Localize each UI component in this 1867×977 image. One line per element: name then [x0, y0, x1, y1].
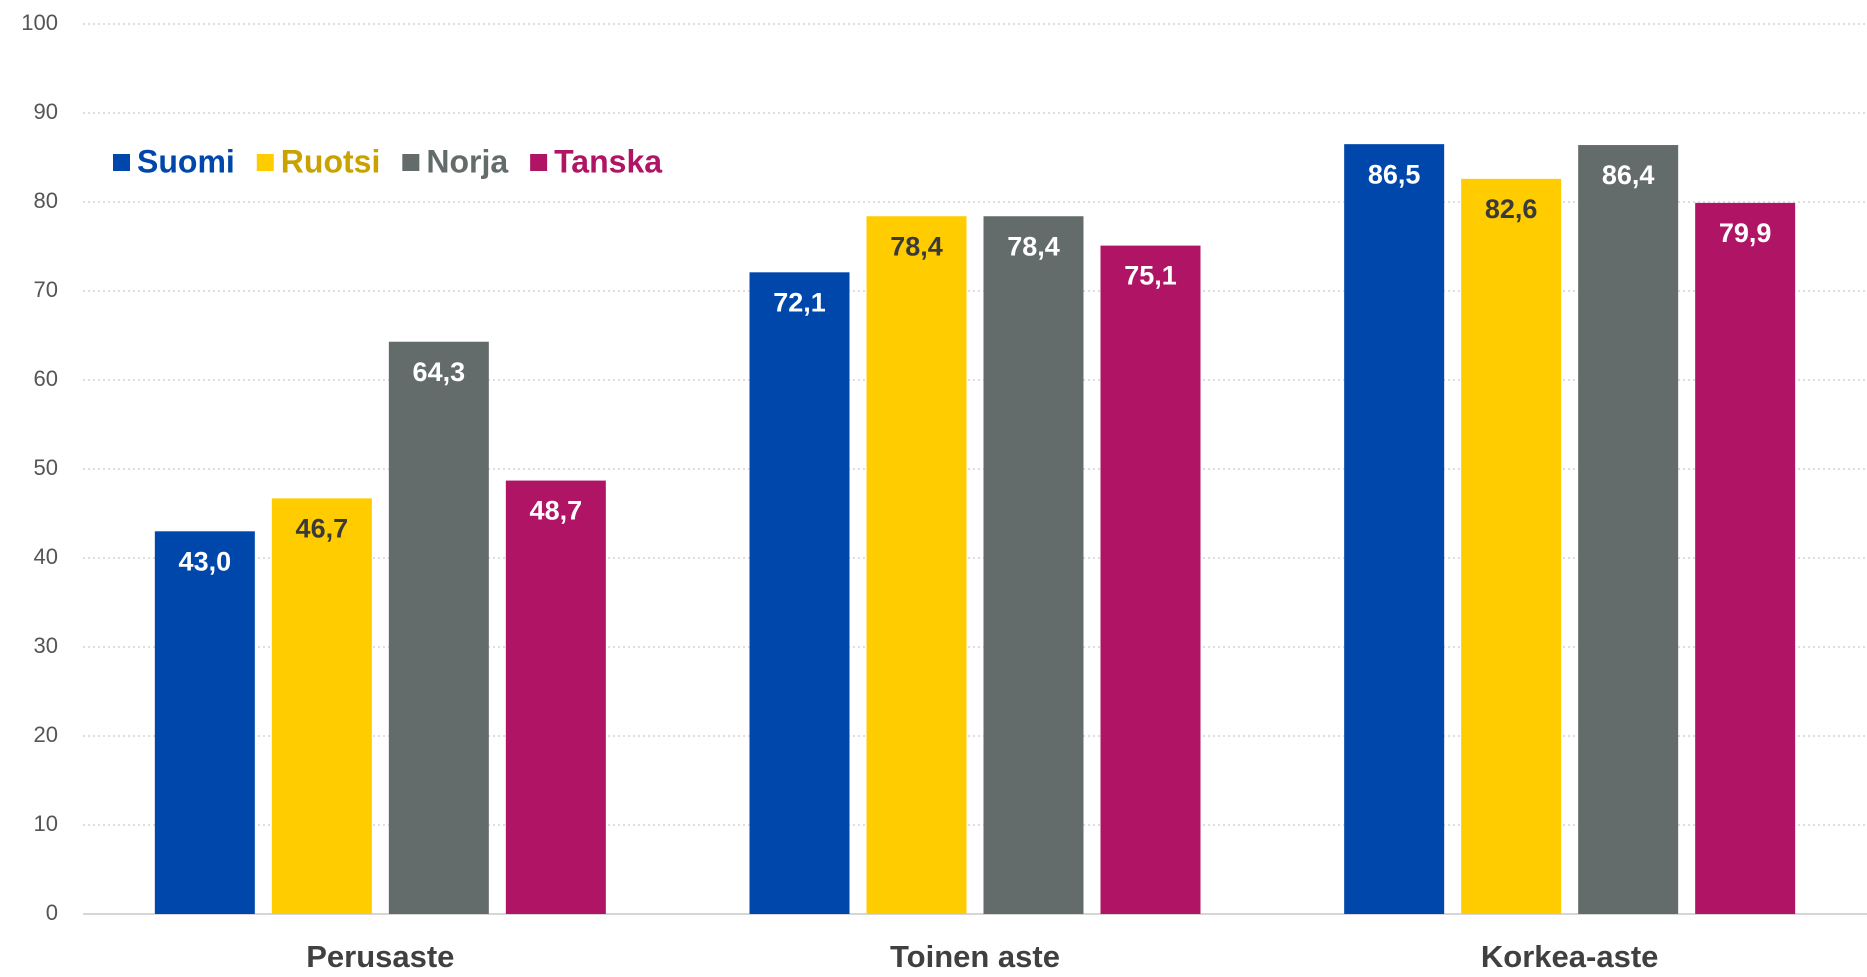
y-tick-label: 50: [34, 455, 58, 480]
value-label: 48,7: [530, 496, 583, 526]
legend-label: Suomi: [137, 143, 235, 179]
bar: [1100, 245, 1201, 915]
legend-label: Norja: [426, 143, 508, 179]
legend-swatch: [113, 154, 130, 171]
bar: [505, 480, 606, 914]
bar: [388, 341, 489, 915]
value-label: 82,6: [1485, 194, 1538, 224]
x-tick-label: Toinen aste: [890, 939, 1060, 974]
y-tick-label: 10: [34, 811, 58, 836]
value-label: 78,4: [890, 231, 943, 261]
bar: [1461, 178, 1562, 915]
bar: [866, 216, 967, 915]
legend-label: Tanska: [554, 143, 662, 179]
y-tick-label: 0: [46, 900, 58, 925]
legend-swatch: [256, 154, 274, 171]
value-label: 46,7: [296, 513, 349, 543]
legend-swatch: [402, 154, 420, 171]
y-tick-label: 80: [34, 188, 58, 213]
value-label: 79,9: [1719, 218, 1772, 248]
legend-swatch: [530, 154, 548, 171]
bar: [1695, 202, 1796, 914]
bar: [271, 498, 372, 914]
legend-label: Ruotsi: [281, 143, 381, 179]
value-label: 78,4: [1007, 231, 1060, 261]
value-label: 86,4: [1602, 160, 1655, 190]
x-tick-label: Perusaste: [306, 939, 454, 974]
value-label: 86,5: [1368, 159, 1421, 189]
y-tick-label: 60: [34, 366, 58, 391]
bar: [983, 216, 1084, 915]
x-tick-label: Korkea-aste: [1481, 939, 1658, 974]
y-tick-label: 30: [34, 633, 58, 658]
value-label: 64,3: [413, 357, 466, 387]
y-tick-label: 20: [34, 722, 58, 747]
bar: [154, 531, 255, 914]
y-tick-label: 100: [21, 10, 58, 35]
bar: [1578, 145, 1679, 915]
value-label: 75,1: [1124, 261, 1177, 291]
y-tick-label: 90: [34, 99, 58, 124]
y-tick-label: 70: [34, 277, 58, 302]
value-label: 43,0: [179, 546, 232, 576]
value-label: 72,1: [773, 287, 826, 317]
y-tick-label: 40: [34, 544, 58, 569]
bar: [749, 272, 850, 914]
bar: [1344, 144, 1445, 914]
